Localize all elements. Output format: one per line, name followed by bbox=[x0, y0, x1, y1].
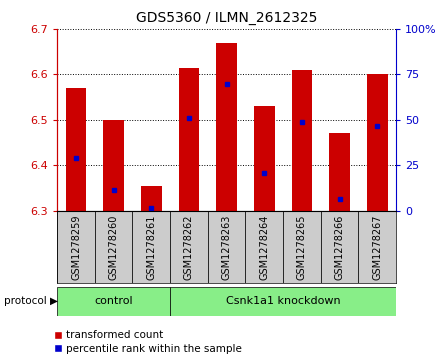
Bar bbox=[141, 185, 161, 211]
Text: GSM1278263: GSM1278263 bbox=[222, 214, 231, 280]
Bar bbox=[103, 120, 124, 211]
Text: GSM1278262: GSM1278262 bbox=[184, 214, 194, 280]
Bar bbox=[132, 211, 170, 283]
Bar bbox=[57, 287, 170, 316]
Bar bbox=[170, 211, 208, 283]
Text: GSM1278267: GSM1278267 bbox=[372, 214, 382, 280]
Bar bbox=[208, 211, 246, 283]
Text: Csnk1a1 knockdown: Csnk1a1 knockdown bbox=[226, 296, 341, 306]
Bar bbox=[329, 133, 350, 211]
Bar bbox=[170, 287, 396, 316]
Bar bbox=[292, 70, 312, 211]
Bar bbox=[283, 211, 321, 283]
Bar bbox=[246, 211, 283, 283]
Text: GSM1278261: GSM1278261 bbox=[147, 214, 156, 280]
Text: GSM1278266: GSM1278266 bbox=[334, 214, 345, 280]
Bar bbox=[66, 88, 86, 211]
Text: GSM1278264: GSM1278264 bbox=[259, 214, 269, 280]
Bar bbox=[367, 74, 388, 211]
Text: GSM1278265: GSM1278265 bbox=[297, 214, 307, 280]
Bar bbox=[216, 42, 237, 211]
Bar bbox=[179, 68, 199, 211]
Bar bbox=[254, 106, 275, 211]
Legend: transformed count, percentile rank within the sample: transformed count, percentile rank withi… bbox=[49, 326, 246, 358]
Text: protocol ▶: protocol ▶ bbox=[4, 296, 59, 306]
Bar bbox=[57, 211, 95, 283]
Text: control: control bbox=[94, 296, 133, 306]
Text: GSM1278259: GSM1278259 bbox=[71, 214, 81, 280]
Title: GDS5360 / ILMN_2612325: GDS5360 / ILMN_2612325 bbox=[136, 11, 317, 25]
Text: GSM1278260: GSM1278260 bbox=[109, 214, 119, 280]
Bar bbox=[321, 211, 358, 283]
Bar bbox=[95, 211, 132, 283]
Bar bbox=[358, 211, 396, 283]
